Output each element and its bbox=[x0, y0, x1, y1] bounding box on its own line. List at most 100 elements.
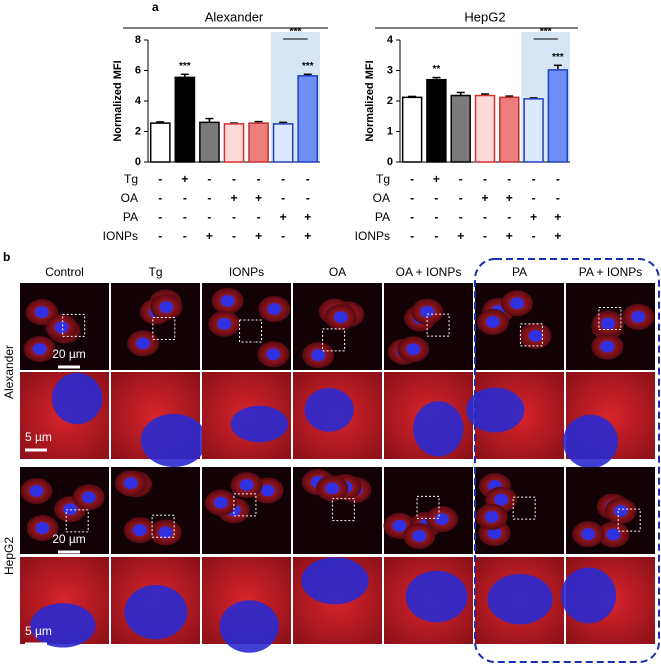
zoom-box bbox=[65, 509, 89, 533]
column-header: PA bbox=[512, 265, 527, 279]
nucleus bbox=[213, 496, 228, 509]
nucleus bbox=[562, 414, 618, 469]
treatment-sign: - bbox=[306, 172, 310, 186]
treatment-sign: - bbox=[459, 191, 463, 205]
treatment-sign: + bbox=[433, 172, 440, 186]
bar bbox=[248, 122, 269, 163]
treatment-sign: - bbox=[434, 191, 438, 205]
nucleus bbox=[29, 484, 44, 497]
bar bbox=[401, 96, 423, 163]
treatment-sign: + bbox=[457, 229, 464, 243]
nucleus bbox=[51, 372, 103, 425]
nucleus bbox=[220, 294, 235, 307]
nucleus bbox=[631, 310, 646, 323]
nucleus bbox=[392, 519, 407, 532]
nucleus bbox=[239, 479, 254, 492]
nucleus bbox=[132, 524, 147, 537]
nucleus bbox=[406, 343, 421, 356]
column-header: IONPs bbox=[229, 265, 264, 279]
treatment-sign: - bbox=[232, 210, 236, 224]
treatment-sign: - bbox=[257, 172, 261, 186]
bar bbox=[297, 75, 319, 163]
treatment-label: Tg bbox=[124, 172, 138, 186]
nucleus bbox=[581, 528, 596, 541]
nucleus bbox=[435, 513, 450, 526]
panel-label: a bbox=[152, 0, 159, 14]
nucleus bbox=[159, 301, 174, 314]
nucleus bbox=[158, 526, 173, 539]
treatment-sign: - bbox=[434, 229, 438, 243]
nucleus bbox=[123, 477, 138, 490]
nucleus bbox=[219, 600, 279, 653]
zoom-box bbox=[519, 323, 543, 347]
treatment-sign: - bbox=[232, 172, 236, 186]
zoom-box bbox=[152, 316, 176, 340]
treatment-sign: - bbox=[158, 172, 162, 186]
y-tick-label: 2 bbox=[135, 125, 141, 137]
micrograph-grid bbox=[20, 283, 655, 653]
significance-label: *** bbox=[552, 52, 564, 63]
nucleus bbox=[494, 493, 509, 506]
treatment-sign: - bbox=[281, 191, 285, 205]
nucleus bbox=[405, 570, 468, 623]
treatment-sign: + bbox=[304, 210, 311, 224]
zoom-box bbox=[598, 306, 622, 330]
treatment-sign: - bbox=[410, 210, 414, 224]
bar bbox=[272, 123, 294, 163]
nucleus bbox=[466, 387, 525, 433]
significance-label: *** bbox=[179, 61, 191, 72]
bar bbox=[547, 69, 569, 163]
bar bbox=[223, 123, 245, 163]
nucleus bbox=[484, 510, 499, 523]
nucleus bbox=[136, 337, 151, 350]
treatment-sign: + bbox=[304, 229, 311, 243]
treatment-sign: - bbox=[183, 229, 187, 243]
nucleus bbox=[63, 503, 78, 516]
nucleus bbox=[606, 528, 621, 541]
treatment-label: Tg bbox=[376, 172, 390, 186]
nucleus bbox=[420, 305, 435, 318]
bracket-label: *** bbox=[540, 27, 552, 38]
nucleus bbox=[124, 584, 188, 640]
row-label: Alexander bbox=[2, 345, 16, 399]
treatment-label: OA bbox=[121, 191, 138, 205]
treatment-sign: + bbox=[530, 210, 537, 224]
zoom-box bbox=[151, 514, 175, 538]
chart-title: HepG2 bbox=[464, 9, 505, 24]
y-tick-label: 6 bbox=[135, 64, 141, 76]
zoom-box bbox=[233, 493, 257, 517]
treatment-label: IONPs bbox=[103, 229, 138, 243]
treatment-sign: - bbox=[532, 172, 536, 186]
scale-bar-label: 20 µm bbox=[52, 532, 86, 546]
zoom-box bbox=[322, 328, 346, 352]
bracket-label: *** bbox=[290, 27, 302, 38]
nucleus bbox=[333, 311, 348, 324]
nucleus bbox=[230, 405, 289, 443]
nucleus bbox=[325, 482, 340, 495]
y-tick-label: 4 bbox=[135, 95, 142, 107]
nucleus bbox=[560, 567, 617, 624]
treatment-sign: - bbox=[434, 210, 438, 224]
y-tick-label: 3 bbox=[387, 64, 393, 76]
nucleus bbox=[30, 603, 96, 648]
treatment-sign: - bbox=[483, 172, 487, 186]
column-header: Control bbox=[45, 265, 84, 279]
treatment-sign: - bbox=[306, 191, 310, 205]
nucleus bbox=[600, 340, 615, 353]
nucleus bbox=[487, 527, 502, 540]
zoom-box bbox=[239, 319, 263, 343]
scale-bar-label: 20 µm bbox=[52, 347, 86, 361]
treatment-sign: - bbox=[483, 229, 487, 243]
treatment-sign: - bbox=[158, 229, 162, 243]
treatment-sign: - bbox=[183, 191, 187, 205]
treatment-sign: - bbox=[410, 191, 414, 205]
bar bbox=[174, 76, 196, 163]
nucleus bbox=[81, 491, 96, 504]
chart-title: Alexander bbox=[205, 9, 264, 24]
nucleus bbox=[304, 387, 354, 432]
treatment-sign: - bbox=[410, 229, 414, 243]
treatment-sign: + bbox=[554, 210, 561, 224]
significance-label: *** bbox=[302, 61, 314, 72]
treatment-sign: - bbox=[281, 172, 285, 186]
treatment-sign: - bbox=[507, 210, 511, 224]
